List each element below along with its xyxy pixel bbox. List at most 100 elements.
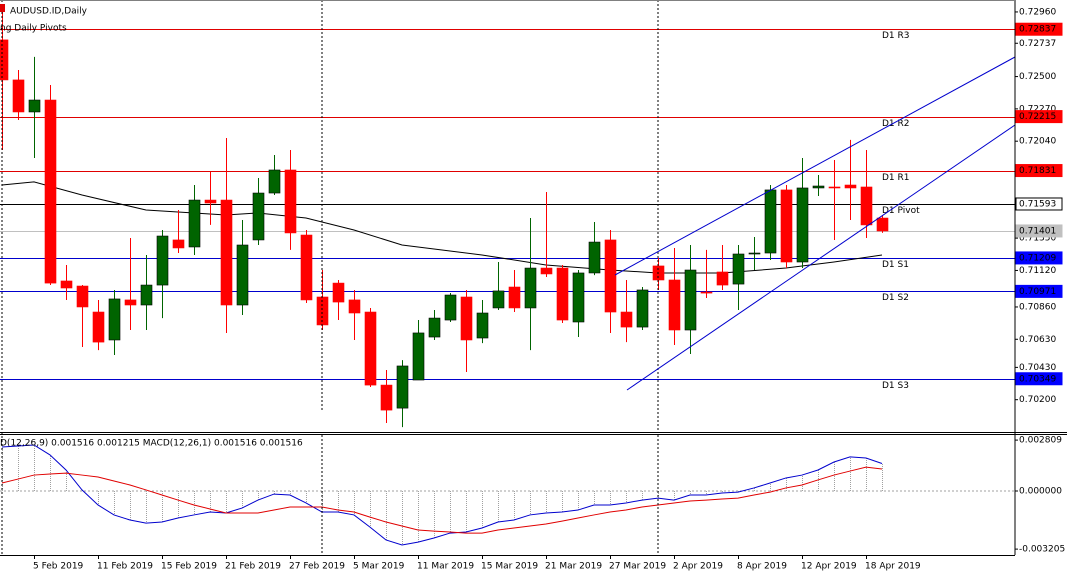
x-tick-label: 8 Apr 2019 (737, 562, 787, 572)
y-tick-label: 0.72500 (1019, 72, 1056, 82)
plot-layer: 0.72960 0.72737 0.72500 0.72270 0.72040 0.713… (0, 7, 1065, 572)
price-box (1015, 372, 1063, 386)
candle-body (620, 311, 633, 328)
candle-body (428, 317, 441, 338)
pivot-label: D1 R1 (882, 173, 910, 183)
chart-title: AUDUSD.ID,Daily (10, 7, 88, 17)
y-tick-label: 0.70860 (1019, 302, 1056, 312)
candle-body (172, 239, 185, 249)
x-tick-label: 21 Mar 2019 (545, 562, 602, 572)
macd-y-tick-label: 0.000000 (1019, 487, 1062, 497)
candle-body (572, 272, 585, 323)
price-box (1015, 164, 1063, 178)
candle-body (12, 79, 25, 113)
trend-channel-line (614, 56, 1016, 276)
candle-body (44, 99, 57, 284)
candle-body (860, 186, 873, 226)
y-tick-label: 0.72737 (1019, 39, 1056, 49)
pivot-label: D1 S1 (882, 260, 909, 270)
candle-body (268, 169, 281, 194)
y-tick-label: 0.70200 (1019, 395, 1056, 405)
candle-body (396, 365, 409, 409)
y-tick-label: 0.72040 (1019, 137, 1056, 147)
pivot-label: D1 R3 (882, 31, 910, 41)
x-tick-label: 21 Feb 2019 (225, 562, 281, 572)
candle-body (412, 332, 425, 381)
candle-body (636, 289, 649, 328)
candle-body (844, 184, 857, 189)
candle-body (684, 269, 697, 331)
candle-body (668, 279, 681, 331)
x-tick-label: 11 Mar 2019 (417, 562, 474, 572)
x-tick-label: 18 Apr 2019 (865, 562, 921, 572)
candle-body (876, 217, 889, 232)
signal-line (1, 466, 883, 534)
candle-body (188, 199, 201, 248)
indicator-name: ng Daily Pivots (0, 24, 67, 34)
price-box-label: 0.70349 (1019, 374, 1056, 384)
price-box (1015, 251, 1063, 265)
candle-body (60, 280, 73, 289)
price-box (1015, 284, 1063, 298)
candle-body (588, 241, 601, 274)
candle-body (252, 192, 265, 241)
x-tick-label: 5 Feb 2019 (33, 562, 84, 572)
candle-body (780, 189, 793, 263)
candle-body (28, 99, 41, 113)
x-tick-label: 5 Mar 2019 (353, 562, 405, 572)
candle-body (476, 312, 489, 339)
candle-body (92, 311, 105, 343)
candle-body (604, 239, 617, 313)
candle-body (764, 189, 777, 254)
candle-body (508, 286, 521, 309)
candle-body (284, 169, 297, 234)
x-tick-label: 2 Apr 2019 (673, 562, 723, 572)
price-box-label: 0.71209 (1019, 253, 1056, 263)
candle-body (204, 199, 217, 204)
candle-body (300, 234, 313, 301)
x-tick-label: 15 Mar 2019 (481, 562, 538, 572)
y-tick-label: 0.71350 (1019, 234, 1056, 244)
macd-y-tick-label: -0.003205 (1019, 545, 1065, 555)
candle-body (492, 290, 505, 309)
candle-body (124, 299, 137, 306)
price-box-label: 0.71401 (1019, 226, 1056, 236)
pivot-label: D1 Pivot (882, 206, 920, 216)
candle-body (0, 39, 9, 81)
candle-body (828, 186, 841, 189)
candle-body (348, 299, 361, 314)
candle-body (156, 235, 169, 286)
price-box (1015, 22, 1063, 36)
pivot-label: D1 R2 (882, 119, 910, 129)
candle-body (108, 298, 121, 341)
symbol-icon (0, 4, 5, 12)
price-box-label: 0.71593 (1019, 199, 1056, 209)
candle-body (700, 291, 713, 294)
trend-channel-line (626, 124, 1016, 391)
candle-body (812, 185, 825, 189)
candle-body (380, 384, 393, 411)
macd-legend: D(12,26,9) 0.001516 0.001215 MACD(12,26,… (0, 439, 303, 449)
y-tick-label: 0.70630 (1019, 335, 1056, 345)
price-box-label: 0.71831 (1019, 166, 1056, 176)
x-tick-label: 27 Feb 2019 (289, 562, 345, 572)
macd-line (1, 444, 883, 546)
candle-body (332, 282, 345, 303)
candle-body (444, 294, 457, 321)
x-tick-label: 12 Apr 2019 (801, 562, 857, 572)
pivot-label: D1 S2 (882, 293, 909, 303)
candle-body (76, 285, 89, 308)
candle-body (524, 267, 537, 309)
candle-body (540, 267, 553, 275)
price-box (1015, 197, 1063, 211)
y-tick-label: 0.72270 (1019, 104, 1056, 114)
y-tick-label: 0.70430 (1019, 363, 1056, 373)
x-tick-label: 11 Feb 2019 (97, 562, 153, 572)
candle-body (364, 311, 377, 386)
price-box-label: 0.72837 (1019, 25, 1056, 35)
price-box (1015, 224, 1063, 238)
candle-body (220, 199, 233, 306)
candle-body (732, 253, 745, 285)
